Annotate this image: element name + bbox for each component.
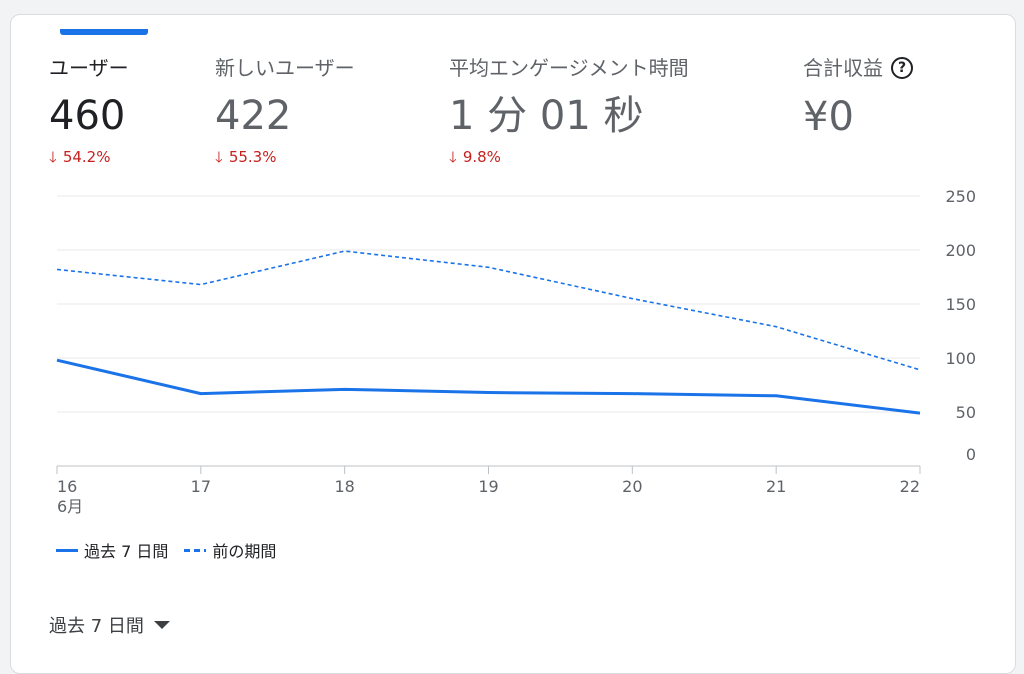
legend-current-label: 過去 7 日間 [84,538,168,562]
x-tick-label: 21 [766,477,786,496]
x-tick-label: 19 [478,477,498,496]
y-tick-label: 200 [945,241,976,260]
x-tick-label: 20 [622,477,642,496]
series-line-current [57,360,920,413]
chart-legend: 過去 7 日間 前の期間 [56,538,282,562]
legend-item-current: 過去 7 日間 [56,538,168,562]
x-tick-label: 18 [334,477,354,496]
period-selector[interactable]: 過去 7 日間 [49,612,170,638]
period-selector-label: 過去 7 日間 [49,612,144,638]
y-tick-label: 250 [945,187,976,206]
x-tick-label: 17 [191,477,211,496]
y-tick-label: 150 [945,295,976,314]
legend-item-previous: 前の期間 [184,538,276,562]
x-tick-label: 22 [900,477,920,496]
legend-dashed-swatch [184,549,206,552]
x-tick-label: 16 [57,477,77,496]
y-tick-label: 0 [966,445,976,464]
y-tick-label: 100 [945,349,976,368]
caret-down-icon [154,621,170,629]
x-month-label: 6月 [57,497,83,516]
legend-solid-swatch [56,549,78,552]
y-tick-label: 50 [956,403,976,422]
legend-previous-label: 前の期間 [212,538,276,562]
series-line-previous [57,251,920,370]
